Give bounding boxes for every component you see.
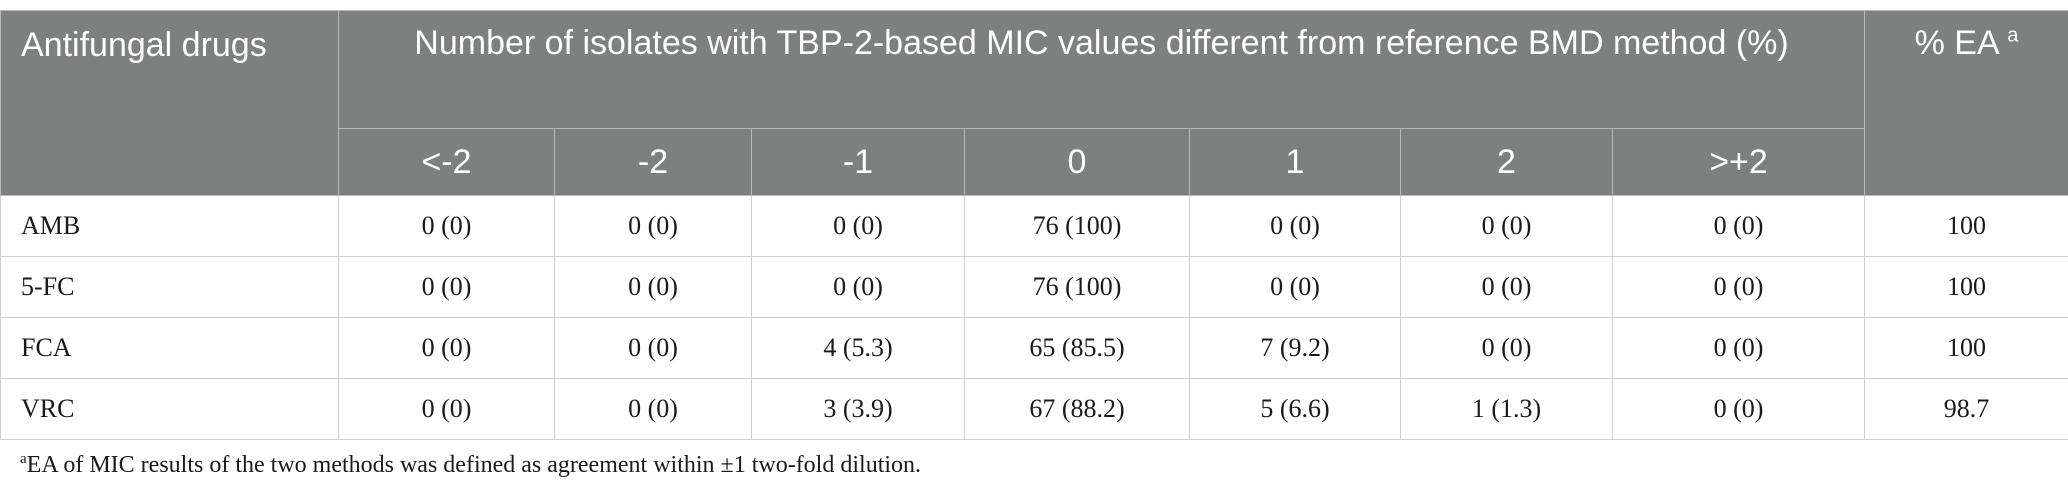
col-header-ea: % EA a <box>1864 10 2068 196</box>
table-cell: 7 (9.2) <box>1189 317 1401 379</box>
table-cell: 65 (85.5) <box>964 317 1190 379</box>
table-cell: 0 (0) <box>1189 195 1401 257</box>
table-row: FCA 0 (0) 0 (0) 4 (5.3) 65 (85.5) 7 (9.2… <box>0 317 2068 379</box>
footnote-text: EA of MIC results of the two methods was… <box>26 452 922 478</box>
subheader-minus-1: -1 <box>751 128 965 196</box>
table-cell: 0 (0) <box>1612 256 1865 318</box>
table-footnote: aEA of MIC results of the two methods wa… <box>20 452 921 479</box>
table-cell: 0 (0) <box>338 256 555 318</box>
subheader-lt-minus-2: <-2 <box>338 128 555 196</box>
table-cell: 0 (0) <box>554 317 752 379</box>
results-table: Antifungal drugs Number of isolates with… <box>0 10 2068 440</box>
header-row: Antifungal drugs Number of isolates with… <box>0 10 2068 196</box>
subheader-minus-2: -2 <box>554 128 752 196</box>
subheader-0: 0 <box>964 128 1190 196</box>
table-cell: 0 (0) <box>1612 378 1865 440</box>
table-cell: 0 (0) <box>338 378 555 440</box>
col-header-drugs: Antifungal drugs <box>0 10 339 196</box>
table-cell: 0 (0) <box>338 317 555 379</box>
table-row: AMB 0 (0) 0 (0) 0 (0) 76 (100) 0 (0) 0 (… <box>0 195 2068 257</box>
table-row: 5-FC 0 (0) 0 (0) 0 (0) 76 (100) 0 (0) 0 … <box>0 256 2068 318</box>
footnote-marker: a <box>20 451 27 467</box>
table-cell: 0 (0) <box>554 195 752 257</box>
drug-name-cell: AMB <box>0 195 339 257</box>
ea-cell: 100 <box>1864 256 2068 318</box>
table-cell: 5 (6.6) <box>1189 378 1401 440</box>
subheader-gt-plus-2: >+2 <box>1612 128 1865 196</box>
table-cell: 0 (0) <box>1400 195 1613 257</box>
table-cell: 0 (0) <box>338 195 555 257</box>
table-cell: 76 (100) <box>964 195 1190 257</box>
table-cell: 0 (0) <box>1612 317 1865 379</box>
table-cell: 4 (5.3) <box>751 317 965 379</box>
table-cell: 0 (0) <box>1400 317 1613 379</box>
subheader-row: <-2 -2 -1 0 1 2 >+2 <box>1 128 2068 196</box>
subheader-2: 2 <box>1400 128 1613 196</box>
table-cell: 0 (0) <box>554 256 752 318</box>
drug-name-cell: FCA <box>0 317 339 379</box>
col-header-isolates-group: Number of isolates with TBP-2-based MIC … <box>338 10 1865 129</box>
table-row: VRC 0 (0) 0 (0) 3 (3.9) 67 (88.2) 5 (6.6… <box>0 378 2068 440</box>
table-cell: 0 (0) <box>1400 256 1613 318</box>
table-cell: 0 (0) <box>751 256 965 318</box>
drug-name-cell: VRC <box>0 378 339 440</box>
table-cell: 0 (0) <box>554 378 752 440</box>
ea-cell: 100 <box>1864 195 2068 257</box>
ea-header-label: % EA <box>1914 24 1998 62</box>
table-cell: 3 (3.9) <box>751 378 965 440</box>
ea-cell: 100 <box>1864 317 2068 379</box>
table-cell: 0 (0) <box>1189 256 1401 318</box>
table-cell: 1 (1.3) <box>1400 378 1613 440</box>
table-cell: 76 (100) <box>964 256 1190 318</box>
subheader-1: 1 <box>1189 128 1401 196</box>
ea-cell: 98.7 <box>1864 378 2068 440</box>
table-cell: 0 (0) <box>1612 195 1865 257</box>
table-cell: 67 (88.2) <box>964 378 1190 440</box>
table-cell: 0 (0) <box>751 195 965 257</box>
drug-name-cell: 5-FC <box>0 256 339 318</box>
ea-footnote-marker: a <box>2007 24 2019 47</box>
